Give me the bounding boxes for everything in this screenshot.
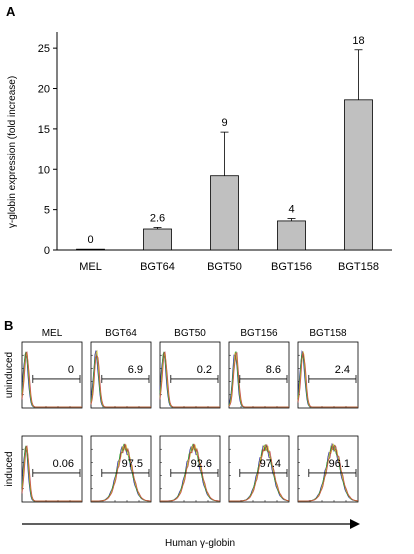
- cell-frame: [159, 341, 221, 409]
- y-tick-label: 5: [44, 205, 50, 217]
- histogram-cell: 6.9: [90, 341, 152, 409]
- y-tick-label: 20: [38, 84, 50, 96]
- cell-frame: [297, 435, 359, 503]
- histogram-curve: [160, 443, 220, 502]
- gate-value: 96.1: [329, 458, 350, 470]
- histogram-curve: [297, 352, 358, 408]
- gate-value: 2.4: [335, 364, 350, 376]
- gate-value: 97.4: [260, 458, 281, 470]
- gate-value: 8.6: [266, 364, 281, 376]
- gate-value: 0.2: [197, 364, 212, 376]
- bar-chart: 0 5 10 15 20 25 0 MEL 2.6 BGT64 9 BGT50 4 BGT156 18 BG…: [7, 32, 392, 273]
- y-tick-label: 10: [38, 164, 50, 176]
- histogram-cell: 92.6: [159, 435, 221, 503]
- cell-frame: [21, 341, 83, 409]
- bar: [76, 248, 105, 251]
- data-label: 2.6: [150, 212, 165, 224]
- column-label: BGT50: [174, 328, 206, 339]
- data-label: 9: [221, 117, 227, 129]
- gate-value: 92.6: [191, 458, 212, 470]
- histogram-curve: [228, 352, 289, 408]
- data-label: 4: [288, 204, 294, 216]
- category-label: BGT156: [271, 261, 312, 273]
- column-label: BGT156: [240, 328, 278, 339]
- axis-arrow-head: [350, 519, 360, 529]
- panel-b-label: B: [4, 318, 14, 333]
- category-label: BGT50: [207, 261, 242, 273]
- y-tick-label: 25: [38, 43, 50, 55]
- data-label: 0: [87, 234, 93, 246]
- histogram-cell: 0: [21, 341, 83, 409]
- gate-value: 0.06: [53, 458, 74, 470]
- bar: [210, 175, 239, 251]
- histogram-cell: 0.2: [159, 341, 221, 409]
- histogram-grid: MEL BGT64 BGT50 BGT156 BGT158 uninduced 0 6.9 0.…: [4, 328, 360, 549]
- histogram-curve: [21, 445, 82, 502]
- panel-a-label: A: [6, 4, 16, 19]
- histogram-curve: [90, 355, 151, 408]
- cell-frame: [228, 341, 290, 409]
- histogram-cell: 8.6: [228, 341, 290, 409]
- histogram-curve: [298, 444, 359, 502]
- histogram-cell: 2.4: [297, 341, 359, 409]
- histogram-curve: [21, 351, 82, 408]
- row-label: uninduced: [4, 352, 15, 398]
- histogram-curve: [91, 443, 151, 502]
- histogram-cell: 0.06: [21, 435, 83, 503]
- cell-frame: [21, 435, 83, 503]
- x-axis-label: Human γ-globin: [165, 538, 235, 549]
- category-label: BGT158: [338, 261, 379, 273]
- category-label: BGT64: [140, 261, 175, 273]
- column-label: MEL: [42, 328, 63, 339]
- bar: [277, 220, 306, 251]
- histogram-cell: 97.4: [228, 435, 290, 503]
- y-axis-label: γ-globin expression (fold increase): [7, 76, 18, 228]
- histogram-curve: [229, 444, 290, 502]
- bar: [344, 99, 373, 251]
- histogram-cell: 97.5: [90, 435, 152, 503]
- y-tick-label: 15: [38, 124, 50, 136]
- column-label: BGT64: [105, 328, 137, 339]
- gate-value: 97.5: [122, 458, 143, 470]
- cell-frame: [159, 435, 221, 503]
- histogram-curve: [159, 351, 220, 408]
- bar: [143, 228, 172, 251]
- gate-value: 6.9: [128, 364, 143, 376]
- row-label: induced: [4, 451, 15, 486]
- gate-value: 0: [68, 364, 74, 376]
- cell-frame: [90, 435, 152, 503]
- data-label: 18: [352, 35, 364, 47]
- y-tick-label: 0: [44, 245, 50, 257]
- category-label: MEL: [79, 261, 102, 273]
- column-label: BGT158: [309, 328, 347, 339]
- histogram-cell: 96.1: [297, 435, 359, 503]
